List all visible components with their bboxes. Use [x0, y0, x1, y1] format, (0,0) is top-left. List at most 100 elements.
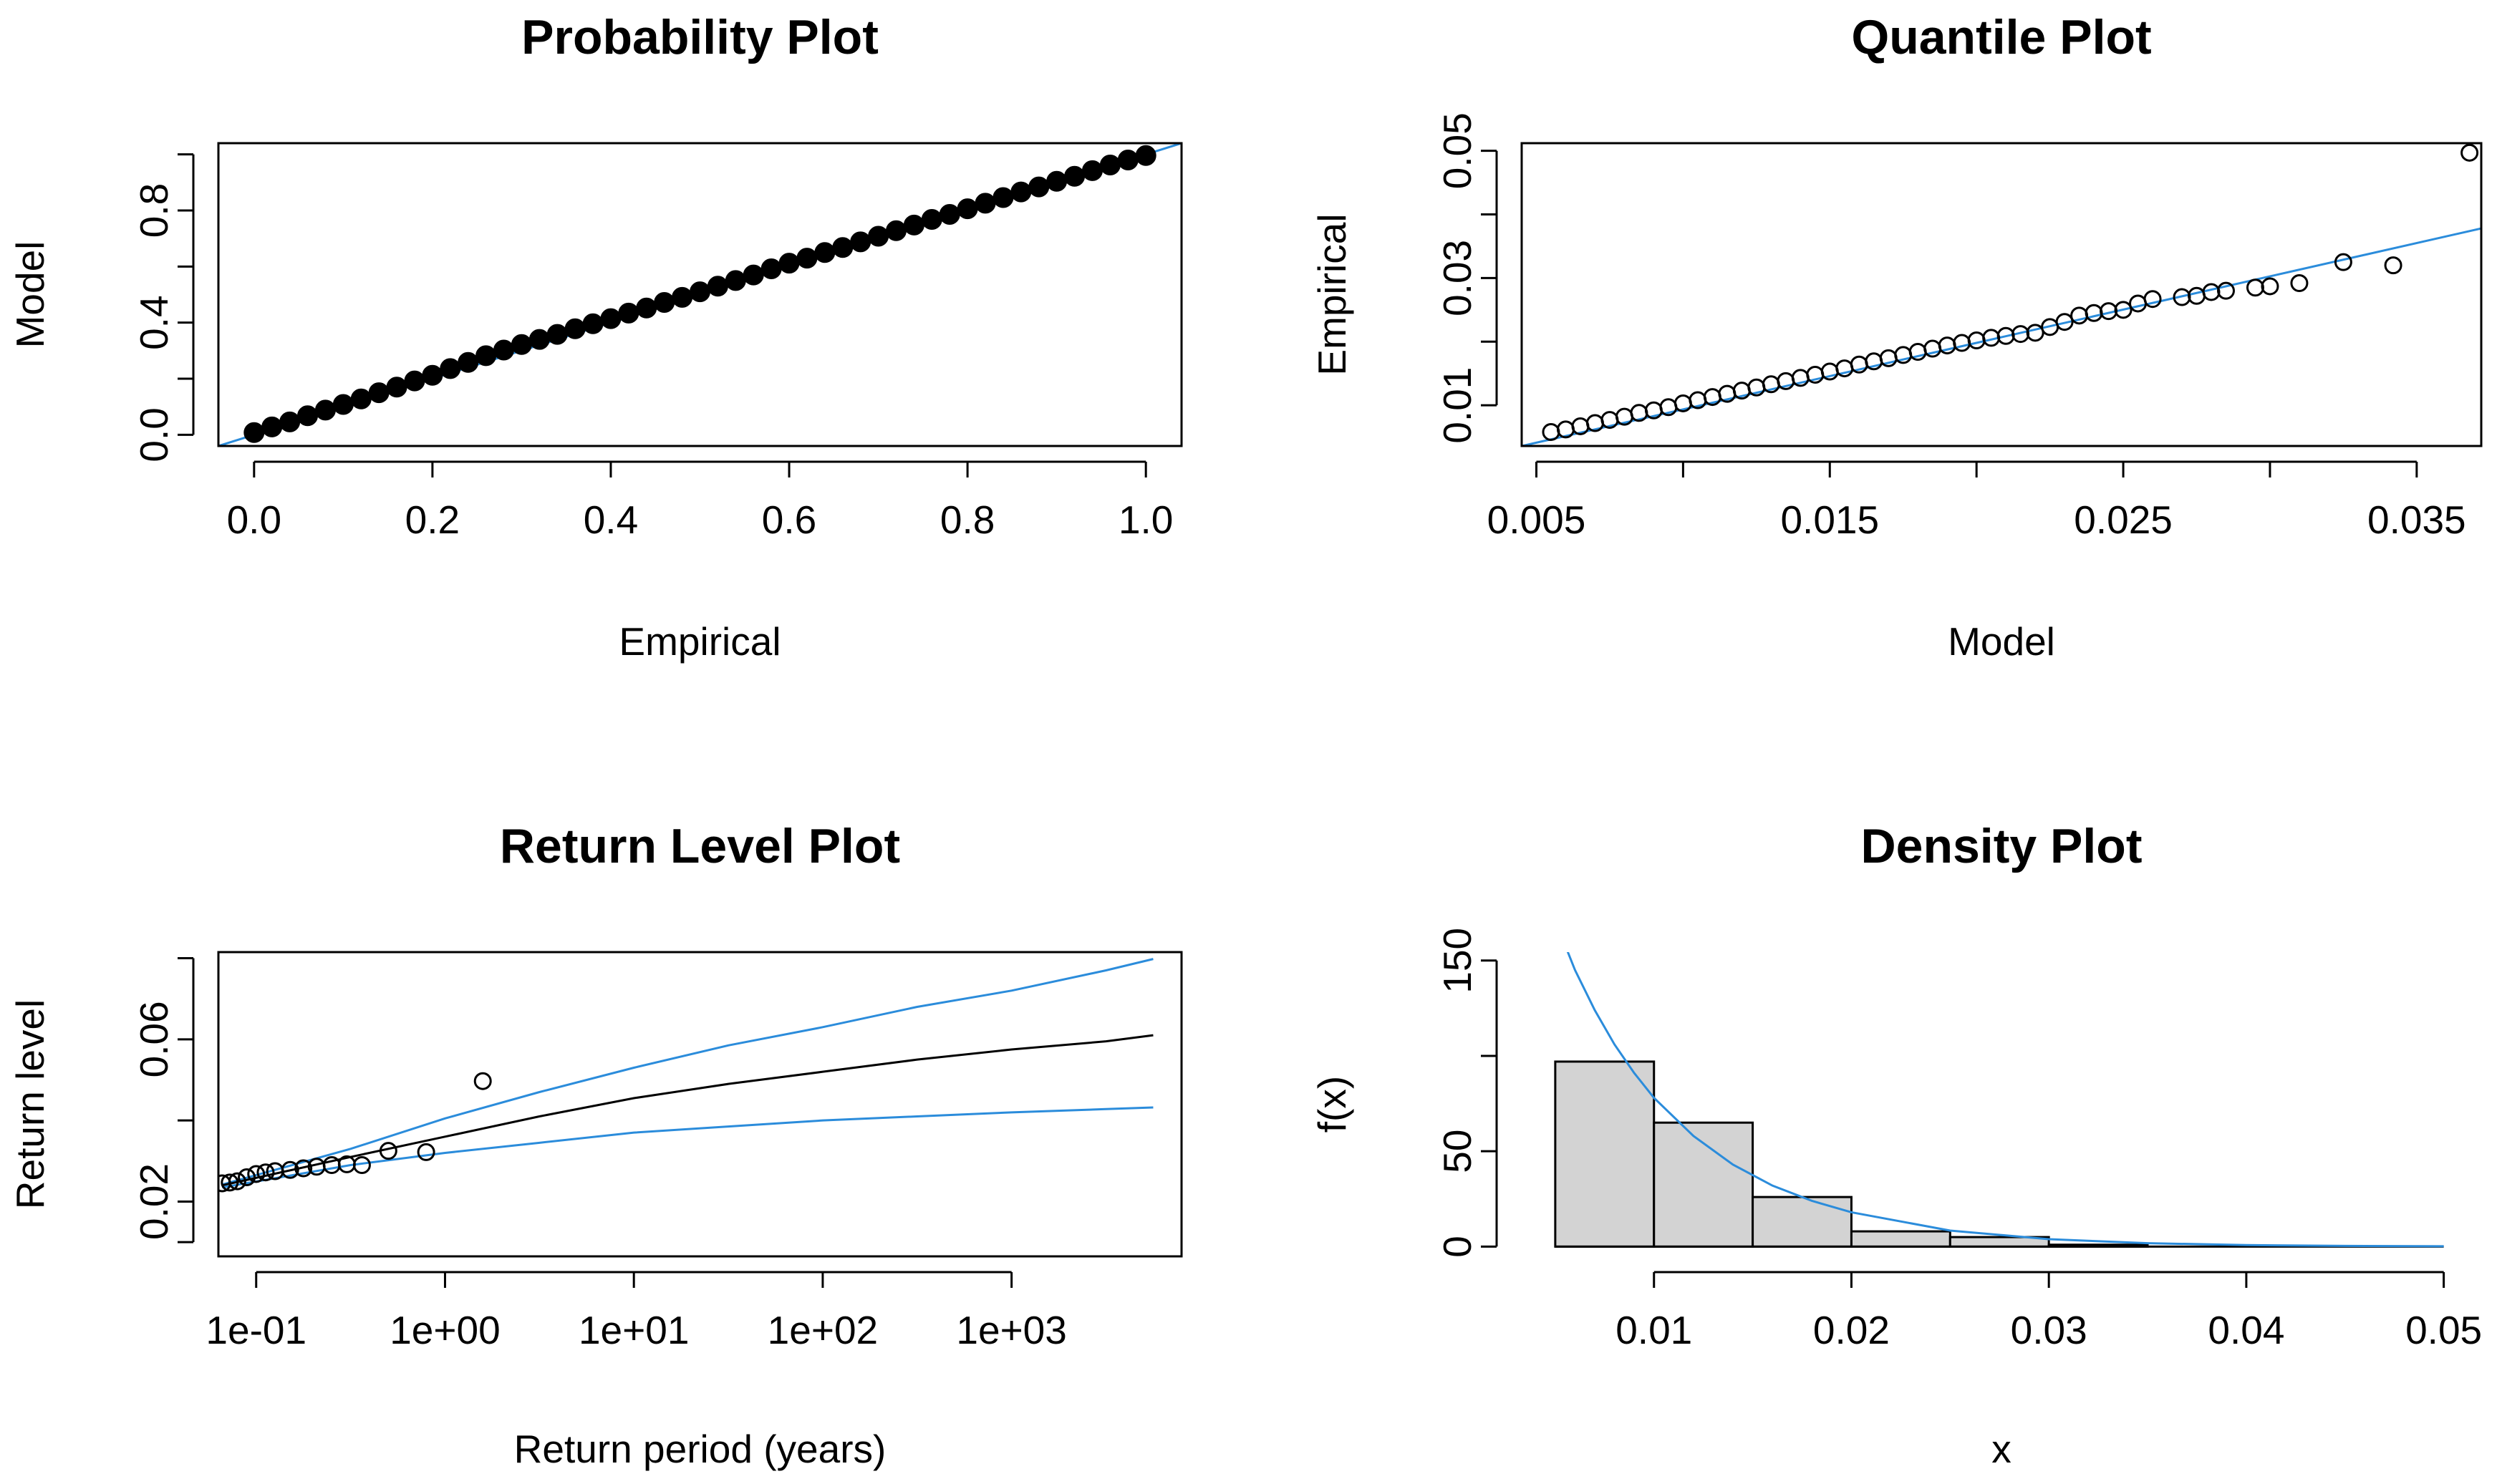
- prob-y-tick-label: 0.4: [132, 295, 176, 349]
- prob-data-point: [1010, 181, 1032, 203]
- rl-x-tick-label: 1e+00: [390, 1308, 500, 1352]
- prob-data-point: [1081, 160, 1103, 181]
- quant-data-point: [2055, 313, 2074, 331]
- quant-x-tick-label: 0.005: [1487, 498, 1586, 542]
- prob-data-point: [600, 308, 622, 329]
- prob-data-point: [528, 329, 550, 350]
- prob-data-point: [1046, 170, 1068, 192]
- prob-y-tick-label: 0.8: [132, 183, 176, 238]
- dens-x-tick-label: 0.01: [1615, 1308, 1692, 1352]
- prob-data-point: [546, 324, 568, 345]
- prob-data-point: [261, 416, 283, 437]
- rl-data-point: [256, 1163, 275, 1182]
- rl-x-label: Return period (years): [514, 1427, 887, 1471]
- quant-plot-area: [1522, 143, 2481, 446]
- quant-data-point: [1938, 336, 1956, 355]
- prob-data-point: [975, 193, 996, 214]
- rl-plot-frame: [217, 951, 1183, 1258]
- prob-data-point: [957, 198, 978, 220]
- rl-title: Return Level Plot: [500, 819, 900, 873]
- dens-title: Density Plot: [1861, 819, 2143, 873]
- prob-x-tick-label: 0.6: [762, 498, 816, 542]
- prob-data-point: [314, 399, 336, 421]
- prob-data-point: [743, 264, 764, 286]
- prob-data-point: [458, 351, 479, 373]
- quant-data-point: [2114, 301, 2133, 319]
- quant-data-point: [2026, 324, 2044, 342]
- rl-data-point: [352, 1156, 371, 1174]
- quant-x-tick-label: 0.035: [2367, 498, 2466, 542]
- prob-data-point: [1099, 155, 1121, 176]
- dens-y-tick-label: 50: [1435, 1130, 1479, 1173]
- dens-y-tick-label: 150: [1435, 928, 1479, 994]
- rl-data-point: [221, 1173, 239, 1192]
- quant-data-point: [2188, 286, 2206, 305]
- dens-x-tick-label: 0.04: [2208, 1308, 2284, 1352]
- dens-plot-area: [1554, 952, 2444, 1248]
- quant-y-axis: 0.01 0.03 0.05: [1435, 112, 1498, 444]
- quant-reference-line: [1522, 227, 2481, 446]
- rl-y-tick-label: 0.02: [132, 1163, 176, 1240]
- rl-data-point: [238, 1168, 256, 1186]
- prob-data-point: [939, 203, 960, 225]
- quant-data-point: [2216, 281, 2235, 300]
- prob-y-axis: 0.0 0.4 0.8: [132, 153, 195, 462]
- dens-x-axis: 0.01 0.02 0.03 0.04 0.05: [1615, 1271, 2482, 1352]
- rl-data-point: [417, 1143, 435, 1161]
- prob-data-point: [921, 209, 942, 231]
- rl-y-tick-label: 0.06: [132, 1001, 176, 1077]
- prob-data-point: [672, 286, 693, 308]
- prob-plot-area: [218, 143, 1182, 446]
- dens-histogram-bar: [1554, 1060, 1656, 1248]
- quant-data-point: [2290, 274, 2309, 293]
- quant-x-tick-label: 0.025: [2074, 498, 2173, 542]
- rl-line-lower: [222, 1106, 1154, 1189]
- prob-data-point: [440, 358, 461, 379]
- prob-y-tick-label: 0.0: [132, 407, 176, 462]
- prob-data-point: [1117, 150, 1139, 170]
- prob-x-tick-label: 0.2: [405, 498, 460, 542]
- quant-x-tick-label: 0.015: [1780, 498, 1879, 542]
- prob-data-point: [582, 313, 604, 334]
- prob-x-tick-label: 0.0: [227, 498, 281, 542]
- dens-x-label: x: [1991, 1427, 2011, 1471]
- rl-y-label: Return level: [8, 999, 52, 1209]
- prob-data-point: [422, 364, 443, 386]
- prob-data-point: [564, 318, 586, 339]
- quant-data-point: [2202, 283, 2221, 301]
- rl-plot-area: [218, 958, 1154, 1193]
- prob-data-point: [368, 382, 390, 404]
- prob-data-point: [885, 220, 907, 241]
- prob-data-point: [297, 405, 319, 427]
- prob-data-point: [690, 281, 710, 303]
- dens-x-tick-label: 0.03: [2011, 1308, 2087, 1352]
- quant-data-point: [1908, 342, 1927, 361]
- quant-y-tick-label: 0.03: [1435, 240, 1479, 316]
- quant-data-point: [2246, 278, 2264, 297]
- prob-data-point: [511, 334, 532, 355]
- prob-data-point: [868, 225, 889, 247]
- rl-x-tick-label: 1e+02: [768, 1308, 878, 1352]
- dens-y-tick-label: 0: [1435, 1236, 1479, 1258]
- prob-data-point: [636, 297, 657, 319]
- prob-data-point: [992, 187, 1014, 208]
- rl-x-tick-label: 1e+03: [956, 1308, 1066, 1352]
- quant-data-point: [2143, 290, 2162, 309]
- rl-panel: Return Level Plot Return period (years) Re…: [8, 819, 1183, 1471]
- prob-data-point: [760, 258, 782, 279]
- rl-data-point: [322, 1156, 341, 1174]
- prob-title: Probability Plot: [521, 10, 879, 64]
- rl-line-estimate: [221, 1034, 1154, 1187]
- prob-data-point: [832, 237, 854, 258]
- prob-data-point: [1135, 145, 1156, 166]
- prob-data-point: [654, 291, 675, 313]
- prob-x-axis: 0.0 0.2 0.4 0.6 0.8 1.0: [227, 460, 1173, 542]
- prob-data-point: [332, 394, 354, 415]
- quant-data-point: [1923, 339, 1942, 358]
- prob-data-point: [350, 388, 372, 409]
- quant-data-point: [2261, 277, 2279, 296]
- dens-y-label: f(x): [1310, 1076, 1354, 1133]
- prob-data-point: [279, 411, 301, 432]
